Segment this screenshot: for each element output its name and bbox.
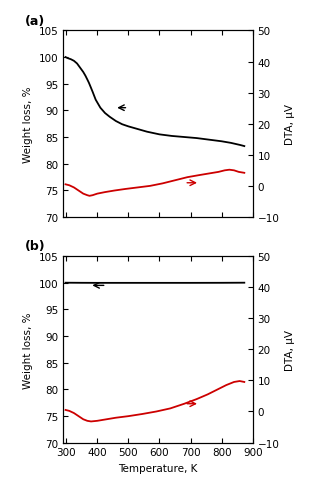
Text: (b): (b) [25,240,46,253]
Y-axis label: Weight loss, %: Weight loss, % [23,311,33,388]
Y-axis label: DTA, μV: DTA, μV [285,329,295,370]
X-axis label: Temperature, K: Temperature, K [118,463,197,473]
Text: (a): (a) [25,15,45,28]
Y-axis label: Weight loss, %: Weight loss, % [23,86,33,163]
Y-axis label: DTA, μV: DTA, μV [285,104,295,145]
